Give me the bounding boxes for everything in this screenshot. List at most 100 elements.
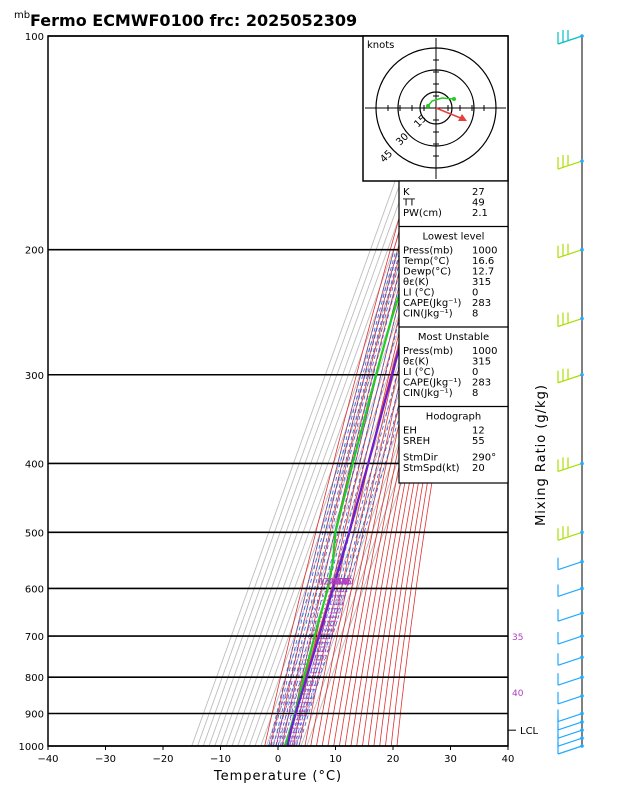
x-axis-label: Temperature (°C) xyxy=(213,769,342,784)
wind-barb-dot xyxy=(580,728,584,732)
isotherm-label: 35 xyxy=(512,633,523,643)
wind-barb-shaft xyxy=(557,695,583,705)
index-pwcm-value: 2.1 xyxy=(472,208,488,219)
lowest-level-item-value: 1000 xyxy=(472,246,497,257)
temperature-tick-label: −40 xyxy=(37,754,58,765)
mixing-ratio-label: 25 xyxy=(340,577,351,587)
hodograph-indices-title: Hodograph xyxy=(426,412,481,423)
storm-motion-arrowhead xyxy=(458,114,467,121)
temperature-tick-label: 10 xyxy=(329,754,342,765)
index-tt-value: 49 xyxy=(472,198,485,209)
wind-barb-shaft xyxy=(557,531,583,541)
mixing-ratio-label: 14 xyxy=(335,577,347,587)
wind-barb-dot xyxy=(580,461,584,466)
pressure-tick-label: 800 xyxy=(25,673,44,684)
most-unstable-item-value: 8 xyxy=(472,388,478,399)
lowest-level-item-label: LI (°C) xyxy=(403,288,435,299)
most-unstable-item-label: CIN(Jkg⁻¹) xyxy=(403,388,453,399)
pressure-tick-label: 100 xyxy=(25,32,44,43)
wind-barb-dot xyxy=(580,675,584,679)
wind-barb-shaft xyxy=(557,721,583,731)
most-unstable-item-label: LI (°C) xyxy=(403,367,435,378)
lowest-level-item-label: Dewp(°C) xyxy=(403,267,451,278)
chart-title: Fermo ECMWF0100 frc: 2025052309 xyxy=(30,11,357,30)
wind-barb-dot xyxy=(580,559,584,564)
lowest-level-item-label: Press(mb) xyxy=(403,246,453,257)
pressure-tick-label: 1000 xyxy=(19,742,44,753)
temperature-tick-label: 40 xyxy=(502,754,515,765)
wind-barb-shaft xyxy=(557,374,583,384)
wind-barb-dot xyxy=(580,720,584,724)
dry-adiabat xyxy=(304,36,473,746)
wind-barb-dot xyxy=(580,736,584,740)
lowest-level-item-label: CAPE(Jkg⁻¹) xyxy=(403,298,461,309)
wind-barb-shaft xyxy=(557,612,583,622)
hodograph-item-value: 290° xyxy=(472,453,496,464)
wind-barb-dot xyxy=(580,316,584,321)
most-unstable-item-label: CAPE(Jkg⁻¹) xyxy=(403,378,461,389)
mixing-ratio-label: 8 xyxy=(334,577,340,587)
wind-barb-dot xyxy=(580,247,584,252)
wind-barb-dot xyxy=(580,744,584,748)
mixing-ratio-label: 1 xyxy=(319,577,325,587)
mixing-ratio-label: 12 xyxy=(334,577,345,587)
index-pwcm-label: PW(cm) xyxy=(403,208,442,219)
lowest-level-item-label: Temp(°C) xyxy=(402,256,450,267)
mixing-ratio-label: 18 xyxy=(338,577,350,587)
pressure-tick-labels: 100 200 300 400 500 600 700 800 900 1000 xyxy=(19,32,44,753)
wind-barb-dot xyxy=(580,655,584,660)
most-unstable-title: Most Unstable xyxy=(418,332,489,343)
wind-barb-shaft xyxy=(557,737,583,747)
wind-barb-shaft xyxy=(557,712,583,723)
wind-barb-dot xyxy=(580,34,584,38)
wind-barb-shaft xyxy=(557,635,583,645)
most-unstable-item-value: 1000 xyxy=(472,346,497,357)
pressure-tick-label: 600 xyxy=(25,584,44,595)
temperature-tick-label: 0 xyxy=(275,754,281,765)
most-unstable-item-label: Press(mb) xyxy=(403,346,453,357)
most-unstable-item-value: 0 xyxy=(472,367,478,378)
pressure-tick-label: 900 xyxy=(25,710,44,721)
mixing-ratio-label: 16 xyxy=(337,577,349,587)
lowest-level-item-value: 315 xyxy=(472,277,491,288)
indices-box-frame xyxy=(398,180,509,484)
lowest-level-title: Lowest level xyxy=(423,232,485,243)
index-tt-label: TT xyxy=(402,198,416,209)
pressure-tick-label: 500 xyxy=(25,528,44,539)
pressure-tick-label: 300 xyxy=(25,371,44,382)
temperature-tick-label: 30 xyxy=(444,754,457,765)
wind-barb-shaft xyxy=(557,35,583,45)
mixing-ratio-label: 4 xyxy=(328,577,334,587)
hodograph-trace xyxy=(427,97,455,107)
hodograph-item-value: 20 xyxy=(472,463,485,474)
most-unstable-item-value: 283 xyxy=(472,378,491,389)
hodograph-point xyxy=(426,104,430,108)
most-unstable-item-label: θε(K) xyxy=(403,357,429,368)
pressure-tick-label: 200 xyxy=(25,246,44,257)
wind-barb-dot xyxy=(580,159,584,163)
wind-barb-shaft xyxy=(557,561,583,571)
lowest-level-item-value: 283 xyxy=(472,298,491,309)
wind-barb-dot xyxy=(580,611,584,615)
lowest-level-item-value: 16.6 xyxy=(472,256,494,267)
mixing-ratio-axis-label: Mixing Ratio (g/kg) xyxy=(534,384,549,526)
mixing-ratio-label: 6 xyxy=(331,577,337,587)
wind-barb-dot xyxy=(580,586,584,591)
temperature-tick-label: −20 xyxy=(152,754,173,765)
hodograph-item-label: StmSpd(kt) xyxy=(403,463,460,474)
mixing-ratio-label: 3 xyxy=(326,577,332,587)
wind-barb-dot xyxy=(580,530,584,535)
lowest-level-item-value: 12.7 xyxy=(472,267,494,278)
wind-barb-shaft xyxy=(557,745,583,755)
wind-barb-shaft xyxy=(557,249,583,259)
index-k-value: 27 xyxy=(472,187,485,198)
pressure-tick-label: 700 xyxy=(25,632,44,643)
mixing-ratio-label: 10 xyxy=(333,577,345,587)
wind-barb-dot xyxy=(580,694,584,698)
hodograph-point xyxy=(452,97,456,101)
mixing-ratio-label: 30 xyxy=(342,577,354,587)
mixing-ratio-label: 2 xyxy=(323,577,329,587)
wind-barb-dot xyxy=(580,372,584,377)
